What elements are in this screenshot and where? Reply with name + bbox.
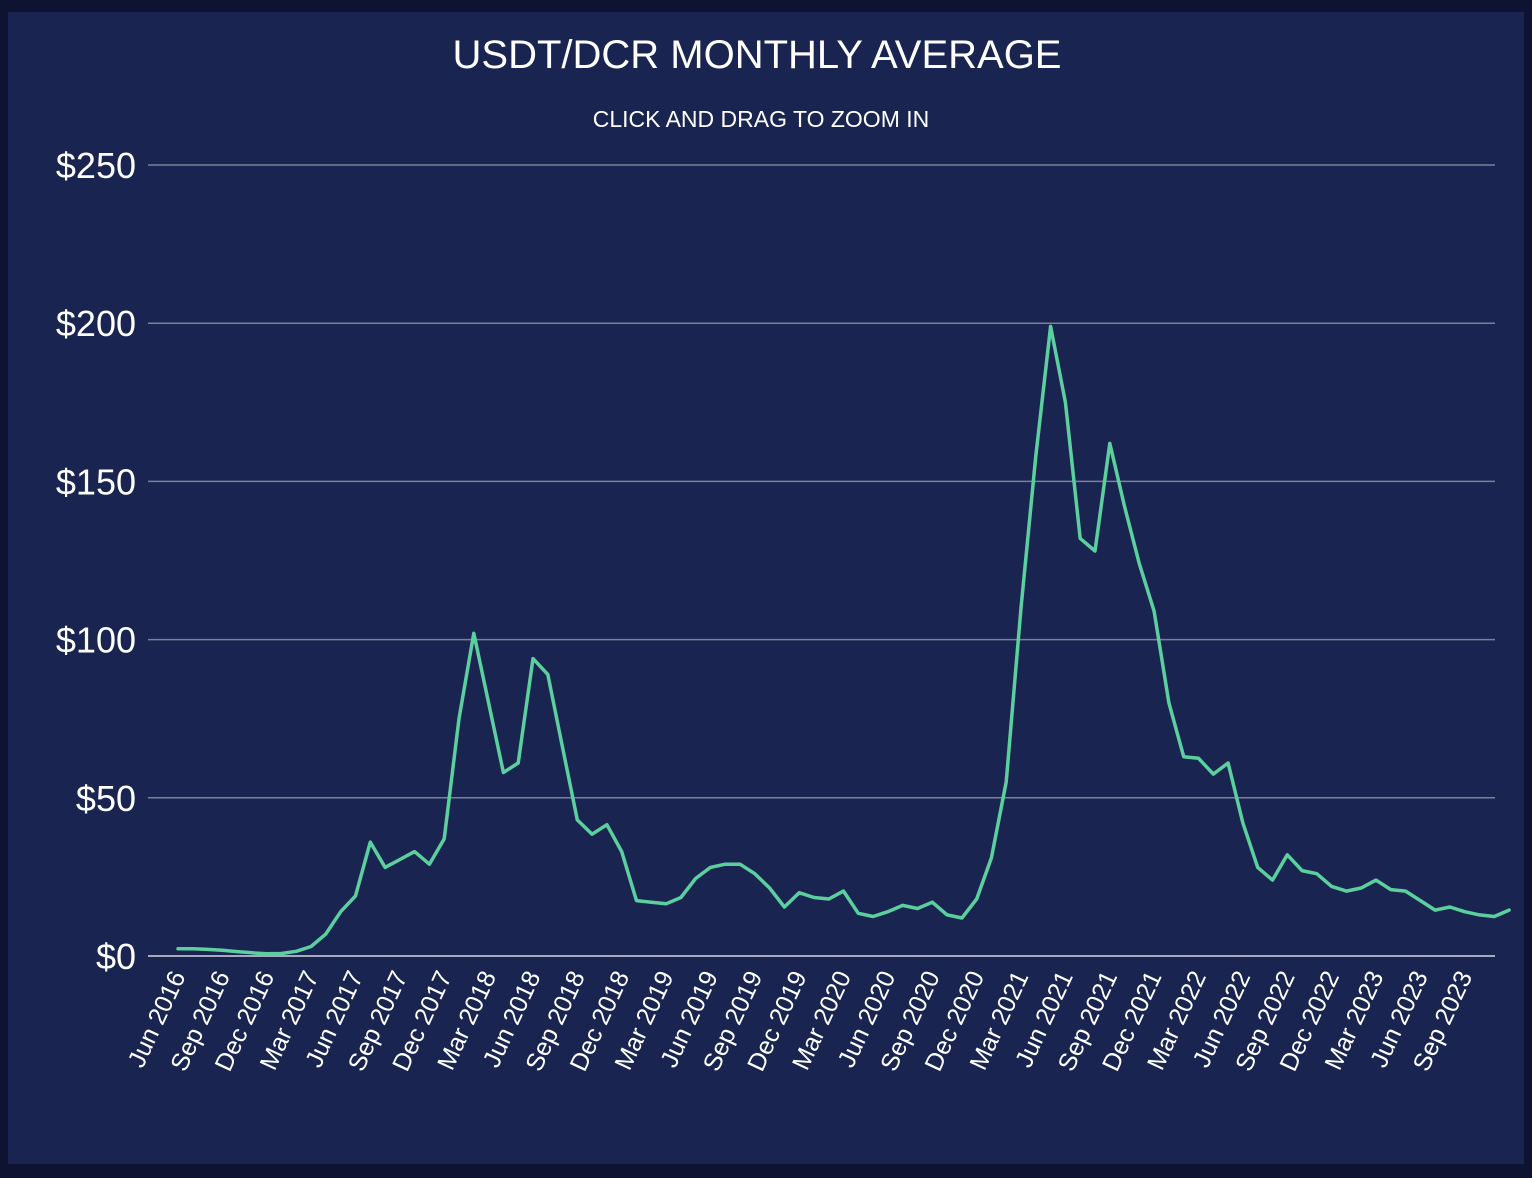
series-layer[interactable] xyxy=(176,324,1511,956)
gridlines xyxy=(148,164,1495,957)
series-line-0[interactable] xyxy=(176,324,1511,956)
y-tick-label: $50 xyxy=(76,778,136,819)
y-tick-label: $0 xyxy=(96,936,136,977)
y-axis-ticks: $0 $50 $100 $150 $200 $250 xyxy=(56,145,136,977)
chart-title: USDT/DCR MONTHLY AVERAGE xyxy=(453,33,1062,77)
y-tick-label: $250 xyxy=(56,145,136,186)
chart-panel xyxy=(8,12,1524,1164)
chart-subtitle: CLICK AND DRAG TO ZOOM IN xyxy=(593,106,930,132)
y-tick-label: $100 xyxy=(56,620,136,661)
y-tick-label: $200 xyxy=(56,303,136,344)
y-tick-label: $150 xyxy=(56,461,136,502)
